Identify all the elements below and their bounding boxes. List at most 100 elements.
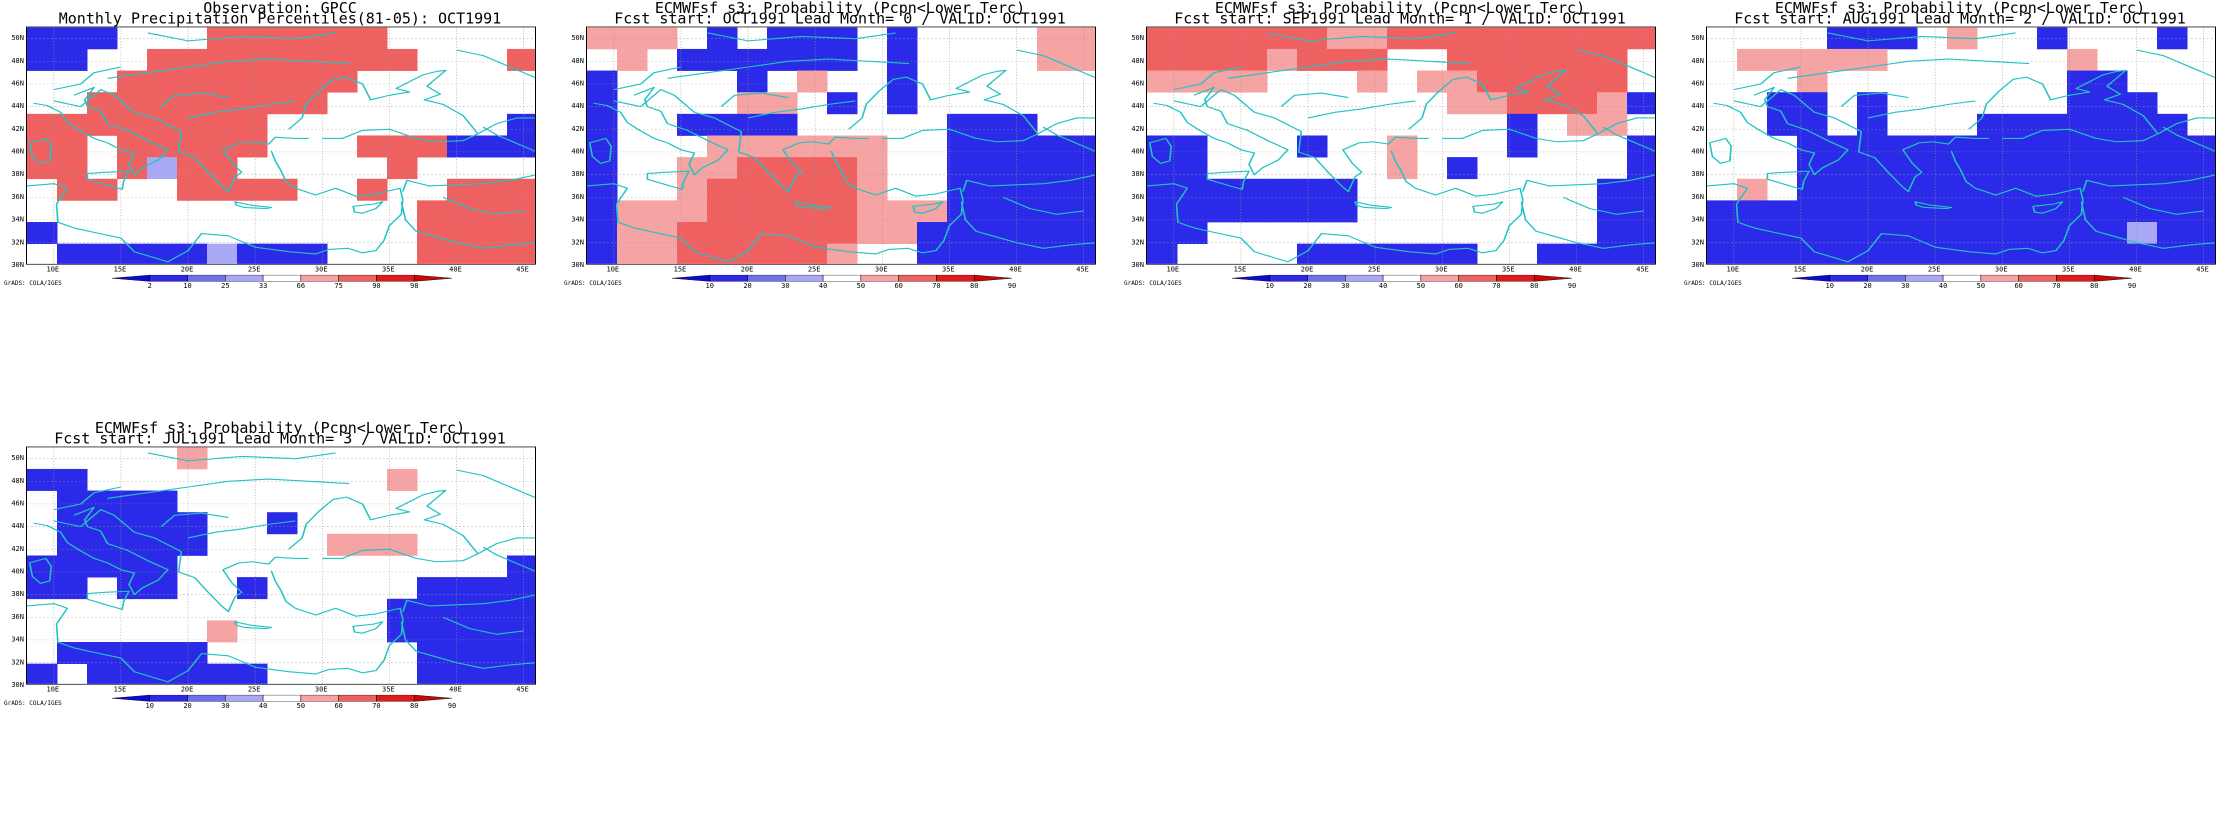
map-grid-cell xyxy=(1627,157,1655,180)
colorbar-segment xyxy=(2056,274,2095,282)
map-cells xyxy=(587,27,1095,264)
map-grid-cell xyxy=(2157,200,2188,223)
map-grid-cell xyxy=(2067,222,2098,245)
map-grid-cell xyxy=(587,157,618,180)
map-svg xyxy=(587,27,1095,264)
coastline xyxy=(1733,66,1802,91)
map-grid-cell xyxy=(2007,243,2038,264)
coastline xyxy=(86,590,130,610)
map-grid-cell xyxy=(917,200,948,223)
map-grid-cell xyxy=(267,70,298,93)
map-grid-cell xyxy=(417,200,448,223)
coastline xyxy=(234,621,273,630)
coastline xyxy=(2162,126,2215,152)
map-grid-cell xyxy=(1357,27,1388,50)
map-grid-cell xyxy=(1767,200,1798,223)
map-grid-cell xyxy=(507,178,535,201)
map-grid-cell xyxy=(677,222,708,245)
map-grid-cell xyxy=(1007,157,1038,180)
map-grid-cell xyxy=(617,27,648,50)
map-grid-cell xyxy=(237,113,268,136)
lat-tick-label: 46N xyxy=(571,79,584,88)
map-grid-cell xyxy=(1597,92,1628,115)
map-grid-cell xyxy=(1447,27,1478,50)
map-grid-cell xyxy=(1767,92,1798,115)
map-grid-cell xyxy=(27,157,58,180)
lat-tick-label: 32N xyxy=(1131,238,1144,247)
map-grid-cell xyxy=(797,243,828,264)
lon-tick-label: 45E xyxy=(1636,265,1649,274)
map-grid-cell xyxy=(1887,135,1918,158)
map-grid-cell xyxy=(1037,243,1068,264)
map-grid-cell xyxy=(2067,135,2098,158)
map-grid-cell xyxy=(417,620,448,643)
map-grid-cell xyxy=(1177,27,1208,50)
map-grid-cell xyxy=(507,113,535,136)
colorbar-segment xyxy=(338,694,377,702)
map-grid-cell xyxy=(827,92,858,115)
map-grid-cell xyxy=(2127,92,2158,115)
map-grid-cell xyxy=(1147,157,1178,180)
map-grid-cell xyxy=(587,113,618,136)
map-grid-cell xyxy=(1477,48,1508,71)
lat-tick-label: 42N xyxy=(1691,124,1704,133)
lat-tick-label: 50N xyxy=(571,34,584,43)
map-grid-cell xyxy=(237,577,268,600)
lat-tick-label: 42N xyxy=(571,124,584,133)
colorbar-segment xyxy=(1496,274,1535,282)
map-grid-cell xyxy=(2007,157,2038,180)
coastline xyxy=(1408,69,1599,143)
lat-tick-label: 50N xyxy=(11,34,24,43)
lon-tick-label: 30E xyxy=(314,265,328,274)
lon-tick-label: 10E xyxy=(1726,265,1740,274)
map-grid-cell xyxy=(1177,157,1208,180)
map-grid-cell xyxy=(2127,113,2158,136)
colorbar-segment xyxy=(785,274,824,282)
colorbar-segment xyxy=(1307,274,1346,282)
map-grid-cell xyxy=(297,70,328,93)
map-grid-cell xyxy=(117,642,148,665)
colorbar-label: 70 xyxy=(1492,281,1501,290)
map-grid-cell xyxy=(1147,27,1178,50)
lon-tick-label: 10E xyxy=(1166,265,1180,274)
map-grid-cell xyxy=(177,70,208,93)
map-grid-cell xyxy=(1797,48,1828,71)
map-grid-cell xyxy=(507,642,535,665)
map-grid-cell xyxy=(1067,178,1095,201)
map-grid-cell xyxy=(1067,27,1095,50)
map-grid-cell xyxy=(327,48,358,71)
map-grid-cell xyxy=(477,598,508,621)
map-grid-cell xyxy=(617,48,648,71)
colorbar-segment xyxy=(1269,274,1308,282)
map-grid-cell xyxy=(357,135,388,158)
map-grid-cell xyxy=(387,48,418,71)
lat-tick-label: 34N xyxy=(1131,215,1144,224)
map-grid-cell xyxy=(947,178,978,201)
colorbar-label: 25 xyxy=(221,281,230,290)
map-grid-cell xyxy=(617,243,648,264)
coastline xyxy=(53,486,122,511)
map-grid-cell xyxy=(1387,135,1418,158)
coastlines xyxy=(27,452,535,683)
lat-tick-label: 48N xyxy=(11,476,24,485)
map-grid-cell xyxy=(1567,113,1598,136)
map-grid-cell xyxy=(2037,135,2068,158)
map-grid-cell xyxy=(177,447,208,470)
map-grid-cell xyxy=(147,663,178,684)
colorbar-segment xyxy=(822,274,862,282)
lon-tick-label: 25E xyxy=(1367,265,1381,274)
lon-tick-label: 15E xyxy=(1793,265,1807,274)
map-grid-cell xyxy=(447,577,478,600)
map-grid-cell xyxy=(1477,27,1508,50)
lon-tick-label: 35E xyxy=(382,265,395,274)
lon-tick-label: 20E xyxy=(740,265,754,274)
map-grid-cell xyxy=(2157,27,2188,50)
lat-tick-label: 30N xyxy=(11,680,24,689)
map-grid-cell xyxy=(1627,178,1655,201)
map-grid-cell xyxy=(1567,27,1598,50)
coastline xyxy=(707,32,896,42)
map-grid-cell xyxy=(117,577,148,600)
lat-tick-label: 40N xyxy=(11,567,24,576)
map-grid-cell xyxy=(87,490,118,513)
coastline xyxy=(53,509,309,613)
